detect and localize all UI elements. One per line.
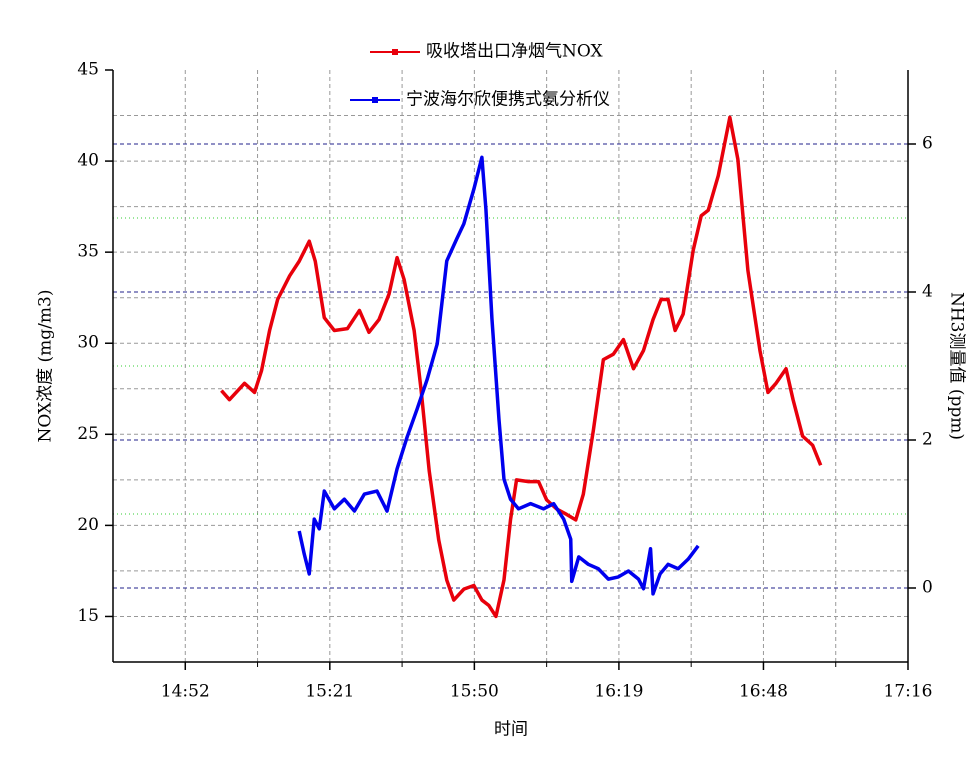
- x-tick-label: 14:52: [161, 682, 210, 702]
- legend-marker: [392, 49, 398, 55]
- y-tick-label: 35: [77, 242, 99, 262]
- x-tick-label: 16:19: [594, 682, 643, 702]
- y2-tick-label: 0: [922, 578, 933, 598]
- series-line: [297, 155, 700, 596]
- y2-tick-label: 2: [922, 430, 933, 450]
- y2-tick-label: 4: [922, 282, 933, 302]
- y-tick-label: 45: [77, 60, 99, 80]
- y-tick-label: 15: [77, 606, 99, 626]
- series-line: [220, 115, 823, 619]
- y-tick-label: 40: [77, 151, 99, 171]
- x-tick-label: 15:21: [305, 682, 354, 702]
- y2-tick-label: 6: [922, 134, 933, 154]
- y-tick-label: 25: [77, 424, 99, 444]
- x-axis-label: 时间: [494, 720, 528, 740]
- x-tick-label: 17:16: [884, 682, 933, 702]
- x-tick-label: 15:50: [450, 682, 499, 702]
- legend-label: 宁波海尔欣便携式氨分析仪: [406, 90, 610, 110]
- legend-label: 吸收塔出口净烟气NOX: [426, 42, 604, 62]
- y2-axis-label: NH3测量值 (ppm): [947, 292, 967, 440]
- y-tick-label: 30: [77, 333, 99, 353]
- y-tick-label: 20: [77, 515, 99, 535]
- y-axis-label: NOX浓度 (mg/m3): [36, 290, 56, 443]
- x-tick-label: 16:48: [739, 682, 788, 702]
- legend-marker: [372, 97, 378, 103]
